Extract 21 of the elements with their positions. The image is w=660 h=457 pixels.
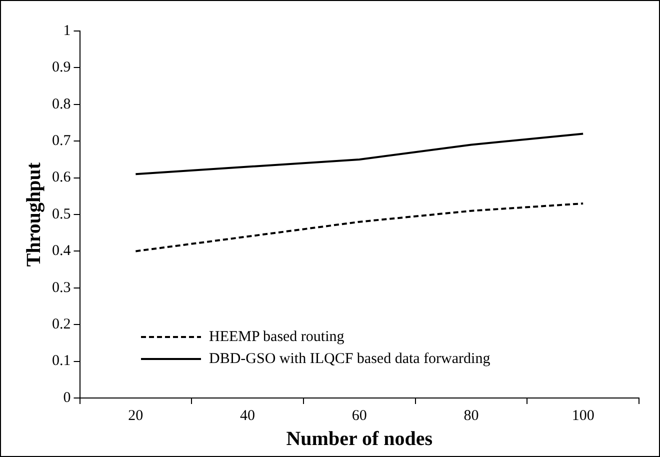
legend-label: DBD-GSO with ILQCF based data forwarding xyxy=(209,350,490,369)
y-tick-label: 0.5 xyxy=(52,206,71,222)
line-series xyxy=(134,202,584,252)
x-tick-label: 100 xyxy=(572,408,594,424)
y-tick-label: 0.2 xyxy=(52,316,71,333)
y-tick-label: 1 xyxy=(63,22,71,39)
y-tick-label: 0.6 xyxy=(52,170,72,186)
x-tick-label: 40 xyxy=(240,408,256,424)
x-axis-title: Number of nodes xyxy=(286,428,433,450)
x-tick-label: 60 xyxy=(352,408,367,424)
legend-label: HEEMP based routing xyxy=(209,328,344,347)
y-tick-label: 0.9 xyxy=(52,60,71,76)
y-tick-label: 0.1 xyxy=(52,353,71,370)
y-axis-title: Throughput xyxy=(23,162,46,267)
y-tick-label: 0 xyxy=(63,390,71,406)
x-tick-label: 20 xyxy=(128,408,144,424)
y-tick-label: 0.8 xyxy=(52,96,71,112)
y-tick-label: 0.3 xyxy=(52,280,71,296)
x-tick-label: 80 xyxy=(464,408,479,424)
y-tick-label: 0.4 xyxy=(52,243,72,260)
y-tick-label: 0.7 xyxy=(52,133,72,150)
